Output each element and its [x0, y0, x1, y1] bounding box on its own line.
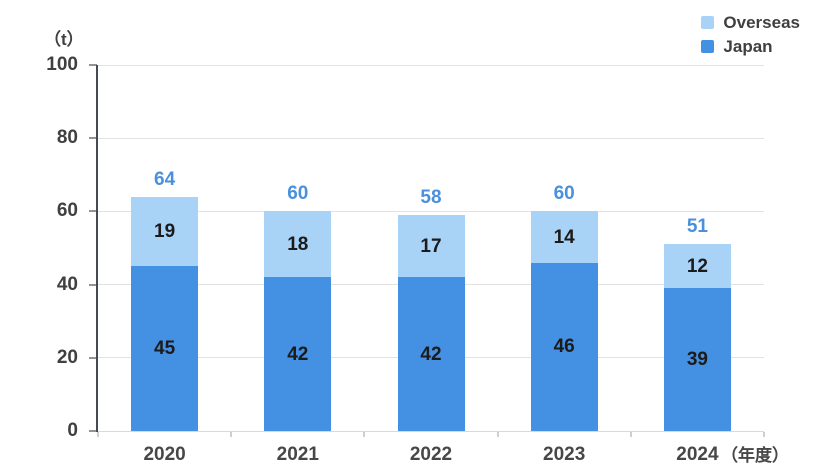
y-axis-tick [89, 210, 97, 213]
x-axis-baseline [98, 430, 764, 432]
x-axis-label-2020: 2020 [143, 444, 186, 465]
x-axis-tick [230, 431, 233, 437]
bar-value-overseas-2023: 14 [553, 226, 575, 248]
y-axis-tick-label: 60 [56, 200, 78, 222]
y-axis-tick-label: 20 [56, 346, 78, 368]
bar-overseas-2024: 12 [663, 244, 731, 289]
y-axis-tick-label: 0 [67, 420, 78, 441]
bar-overseas-2020: 19 [131, 196, 199, 267]
overseas-swatch-icon [701, 15, 715, 29]
bar-value-overseas-2024: 12 [686, 255, 708, 277]
y-axis-unit-label: （t） [44, 30, 84, 49]
y-axis-tick [89, 283, 97, 286]
bar-value-overseas-2020: 19 [154, 221, 176, 243]
y-axis-tick [89, 430, 97, 432]
x-axis-label-2024: 2024 [676, 444, 719, 465]
bar-overseas-2022: 17 [397, 215, 465, 278]
bar-japan-2022: 42 [397, 277, 465, 431]
bar-value-japan-2023: 46 [553, 336, 575, 358]
legend-item-overseas: Overseas [701, 10, 800, 34]
total-label-2021: 60 [287, 183, 309, 205]
y-axis-tick [89, 64, 97, 66]
bar-value-japan-2022: 42 [420, 343, 442, 365]
bar-value-japan-2021: 42 [287, 343, 309, 365]
bar-japan-2024: 39 [663, 288, 731, 431]
y-axis-line [96, 65, 98, 432]
y-axis-tick-label: 100 [46, 54, 78, 75]
total-label-2023: 60 [553, 183, 575, 205]
x-axis-tick [496, 431, 499, 437]
x-axis-tick [97, 431, 99, 437]
legend: Overseas Japan [701, 10, 800, 58]
y-axis-tick-label: 80 [56, 127, 78, 149]
x-axis-label-2023: 2023 [543, 444, 586, 465]
y-axis-tick [89, 137, 97, 140]
bar-overseas-2021: 18 [264, 211, 332, 278]
bar-japan-2021: 42 [264, 277, 332, 431]
legend-label-japan: Japan [723, 36, 773, 56]
total-label-2020: 64 [154, 168, 176, 190]
x-axis-label-2022: 2022 [409, 444, 453, 465]
x-axis-tick [363, 431, 366, 437]
total-label-2022: 58 [420, 187, 442, 209]
x-axis-tick [763, 431, 765, 437]
x-axis-tick [629, 431, 632, 437]
bar-value-japan-2020: 45 [154, 338, 176, 360]
y-axis-tick-label: 40 [56, 273, 78, 295]
legend-item-japan: Japan [701, 34, 800, 58]
x-axis-label-2021: 2021 [276, 444, 319, 465]
gridline [98, 210, 764, 212]
gridline [98, 64, 764, 66]
y-axis-tick [89, 356, 97, 359]
gridline [98, 137, 764, 139]
bar-value-overseas-2022: 17 [420, 235, 442, 257]
bar-value-japan-2024: 39 [686, 349, 708, 371]
japan-swatch-icon [701, 39, 715, 53]
bar-overseas-2023: 14 [530, 211, 598, 263]
bar-japan-2023: 46 [530, 262, 598, 431]
bar-japan-2020: 45 [131, 266, 199, 431]
legend-label-overseas: Overseas [723, 12, 800, 32]
bar-value-overseas-2021: 18 [287, 233, 309, 255]
x-axis-unit-label: （年度） [721, 446, 789, 465]
total-label-2024: 51 [686, 216, 708, 238]
